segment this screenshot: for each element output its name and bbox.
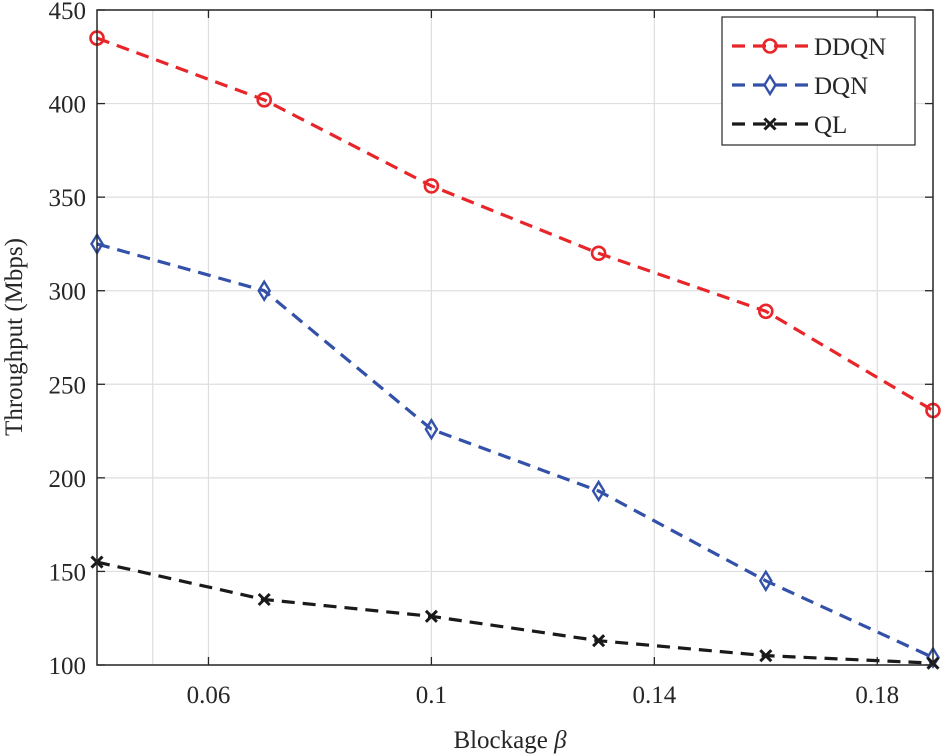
data-point-ddqn xyxy=(590,245,607,262)
data-point-dqn xyxy=(424,417,439,441)
data-point-ddqn xyxy=(423,178,440,194)
legend-marker-ddqn xyxy=(762,38,778,54)
plot-frame xyxy=(96,9,934,666)
data-point-ddqn xyxy=(757,303,774,320)
x-axis-label: Blockage β xyxy=(453,727,567,754)
legend-label-ql: QL xyxy=(814,112,847,139)
y-axis-label: Throughput (Mbps) xyxy=(1,238,28,436)
legend-item-dqn: DQN xyxy=(732,73,868,100)
series-layer xyxy=(89,30,941,670)
series-line-ddqn xyxy=(96,36,934,412)
y-tick-label: 400 xyxy=(49,92,87,119)
x-tick-label: 0.18 xyxy=(855,682,899,709)
data-point-ql xyxy=(424,609,438,623)
x-axis-label-symbol: β xyxy=(553,727,567,754)
y-tick-label: 100 xyxy=(49,653,87,680)
series-line-ql xyxy=(96,560,934,665)
data-point-ql xyxy=(257,592,271,607)
axes: 0.06 0.1 0.14 0.18 100 150 200 250 300 350 400 450 xyxy=(49,0,933,709)
legend-marker-dqn xyxy=(763,73,777,97)
series-ql xyxy=(90,555,940,670)
x-tick-label: 0.06 xyxy=(187,682,231,709)
y-tick-label: 450 xyxy=(49,0,87,25)
y-tick-label: 150 xyxy=(49,559,87,586)
y-tick-label: 350 xyxy=(49,185,87,212)
legend-label-dqn: DQN xyxy=(814,73,868,100)
data-point-dqn xyxy=(758,569,773,593)
x-tick-label: 0.1 xyxy=(416,682,447,709)
legend-item-ql: QL xyxy=(732,112,847,139)
data-point-dqn xyxy=(926,646,940,669)
data-point-dqn xyxy=(591,479,606,503)
x-tick-label: 0.14 xyxy=(632,682,676,709)
series-dqn xyxy=(90,232,940,669)
grid xyxy=(97,9,933,666)
y-tick-label: 300 xyxy=(49,279,87,306)
data-point-ddqn xyxy=(256,92,273,108)
legend-item-ddqn: DDQN xyxy=(732,34,886,61)
legend-label-ddqn: DDQN xyxy=(814,34,886,61)
x-axis-label-text: Blockage xyxy=(453,727,547,754)
data-point-ql xyxy=(759,649,773,663)
legend: DDQN DQN QL xyxy=(721,16,916,146)
y-tick-label: 200 xyxy=(49,466,87,493)
y-tick-label: 250 xyxy=(49,372,87,399)
data-point-dqn xyxy=(257,279,272,303)
data-point-ql xyxy=(592,634,606,648)
series-line-dqn xyxy=(96,242,934,659)
legend-marker-ql xyxy=(763,117,777,131)
